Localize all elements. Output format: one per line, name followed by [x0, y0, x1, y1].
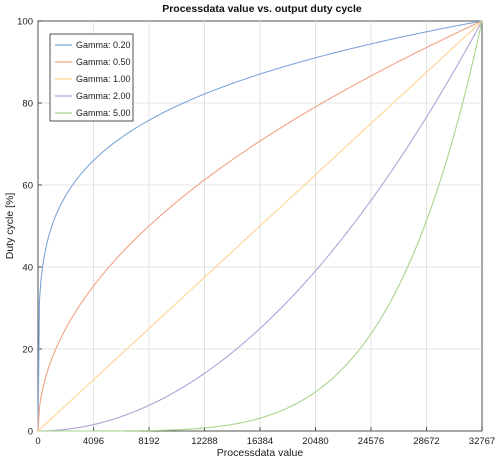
- chart-title: Processdata value vs. output duty cycle: [162, 3, 362, 15]
- x-tick-label: 32767: [469, 436, 495, 447]
- x-tick-label: 12288: [191, 436, 217, 447]
- legend-box: [49, 33, 134, 122]
- series-line-gamma-2: [38, 20, 483, 432]
- x-tick-label: 28672: [413, 436, 439, 447]
- x-tick-label: 4096: [83, 436, 104, 447]
- series-lines: [37, 20, 483, 432]
- x-tick-label: 0: [35, 436, 40, 447]
- axis-ticks: 0 4096 8192 12288 16384 20480 24576 28672 32767 0…: [17, 17, 495, 448]
- x-tick-label: 20480: [302, 436, 328, 447]
- y-tick-label: 0: [28, 427, 33, 438]
- legend-entry: Gamma: 0.20: [76, 40, 131, 50]
- x-axis-label: Processdata value: [217, 447, 304, 459]
- x-tick-label: 8192: [138, 436, 159, 447]
- y-tick-label: 100: [17, 17, 33, 28]
- legend-entry: Gamma: 5.00: [76, 108, 131, 118]
- legend-entry: Gamma: 0.50: [76, 57, 131, 67]
- legend-entry: Gamma: 2.00: [76, 91, 131, 101]
- x-tick-label: 16384: [247, 436, 273, 447]
- y-tick-label: 60: [22, 181, 33, 192]
- legend: Gamma: 0.20 Gamma: 0.50 Gamma: 1.00 Gamma: …: [49, 33, 134, 122]
- y-tick-label: 20: [22, 345, 33, 356]
- series-line-gamma-1: [37, 20, 483, 432]
- x-tick-label: 24576: [358, 436, 384, 447]
- y-tick-label: 40: [22, 263, 33, 274]
- series-line-gamma-5: [38, 20, 483, 432]
- y-tick-label: 80: [22, 99, 33, 110]
- legend-entry: Gamma: 1.00: [76, 74, 131, 84]
- series-line-gamma-0-2: [37, 20, 483, 432]
- series-line-gamma-0-5: [37, 20, 483, 432]
- y-axis-label: Duty cycle [%]: [4, 193, 16, 260]
